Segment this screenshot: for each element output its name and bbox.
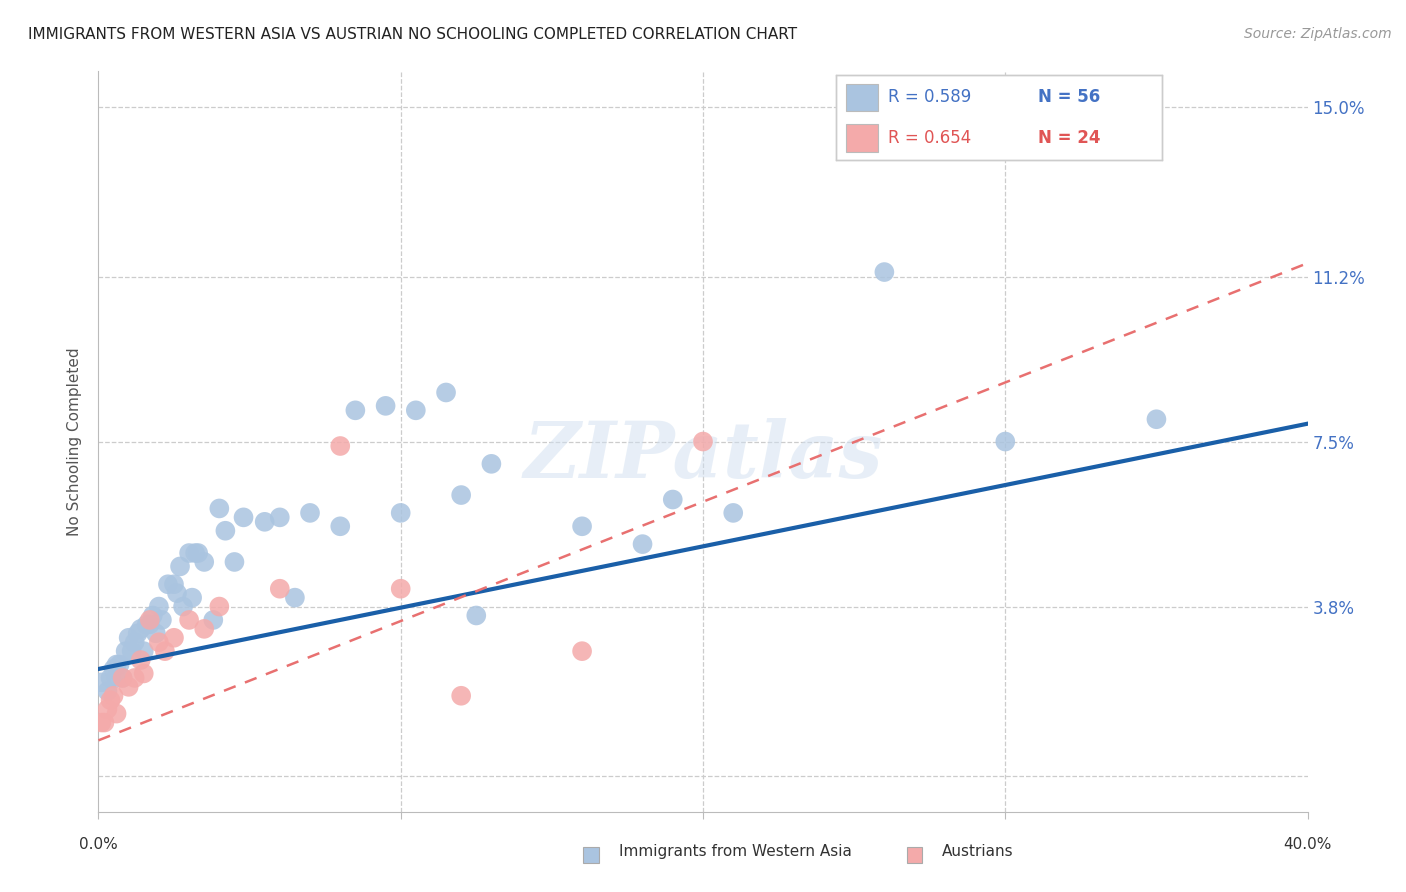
- Point: [96, 702, 118, 716]
- Point: [389, 582, 412, 596]
- Point: [184, 546, 207, 560]
- Point: [208, 599, 231, 614]
- Point: [127, 626, 149, 640]
- Point: [124, 671, 146, 685]
- Point: [465, 608, 488, 623]
- Point: [108, 657, 131, 672]
- Point: [253, 515, 276, 529]
- Point: [202, 613, 225, 627]
- Text: Immigrants from Western Asia: Immigrants from Western Asia: [619, 845, 852, 859]
- Point: [114, 644, 136, 658]
- Point: [156, 577, 179, 591]
- Point: [994, 434, 1017, 449]
- Point: [269, 510, 291, 524]
- Point: [172, 599, 194, 614]
- Point: [405, 403, 427, 417]
- Point: [139, 613, 162, 627]
- Point: [571, 644, 593, 658]
- Point: [132, 644, 155, 658]
- Point: [329, 439, 352, 453]
- Point: [374, 399, 396, 413]
- Point: [129, 653, 152, 667]
- Point: [329, 519, 352, 533]
- Point: [103, 689, 125, 703]
- Point: [153, 644, 176, 658]
- Point: [103, 662, 125, 676]
- Y-axis label: No Schooling Completed: No Schooling Completed: [67, 347, 83, 536]
- Point: [96, 684, 118, 698]
- Point: [181, 591, 204, 605]
- Point: [90, 675, 112, 690]
- Text: ZIPatlas: ZIPatlas: [523, 418, 883, 494]
- Point: [90, 715, 112, 730]
- Point: [121, 644, 143, 658]
- Point: [129, 622, 152, 636]
- Point: [284, 591, 307, 605]
- Point: [111, 671, 134, 685]
- Point: [450, 488, 472, 502]
- Point: [118, 631, 141, 645]
- Point: [163, 631, 186, 645]
- Point: [142, 608, 165, 623]
- Point: [111, 671, 134, 685]
- Point: [571, 519, 593, 533]
- Point: [723, 506, 745, 520]
- Point: [450, 689, 472, 703]
- Point: [344, 403, 367, 417]
- Point: [163, 577, 186, 591]
- Point: [269, 582, 291, 596]
- Point: [148, 599, 170, 614]
- Point: [148, 635, 170, 649]
- Text: 40.0%: 40.0%: [1284, 837, 1331, 852]
- Point: [100, 671, 122, 685]
- Point: [139, 617, 162, 632]
- Point: [224, 555, 246, 569]
- Point: [135, 617, 157, 632]
- Point: [93, 715, 115, 730]
- Point: [389, 506, 412, 520]
- Point: [124, 635, 146, 649]
- Point: [232, 510, 254, 524]
- Point: [873, 265, 896, 279]
- Point: [166, 586, 188, 600]
- Point: [214, 524, 236, 538]
- Point: [105, 657, 128, 672]
- Point: [145, 626, 167, 640]
- Point: [661, 492, 683, 507]
- Point: [481, 457, 503, 471]
- Point: [193, 622, 215, 636]
- Point: [208, 501, 231, 516]
- Point: [631, 537, 654, 551]
- Text: 0.0%: 0.0%: [79, 837, 118, 852]
- Point: [100, 693, 122, 707]
- Point: [150, 613, 173, 627]
- Point: [132, 666, 155, 681]
- Point: [118, 680, 141, 694]
- Point: [179, 613, 201, 627]
- Point: [187, 546, 209, 560]
- Point: [434, 385, 457, 400]
- Text: Source: ZipAtlas.com: Source: ZipAtlas.com: [1244, 27, 1392, 41]
- Point: [193, 555, 215, 569]
- Point: [299, 506, 322, 520]
- Point: [105, 706, 128, 721]
- Point: [692, 434, 714, 449]
- Text: Austrians: Austrians: [942, 845, 1014, 859]
- Point: [1144, 412, 1167, 426]
- Point: [179, 546, 201, 560]
- Point: [105, 671, 128, 685]
- Point: [169, 559, 191, 574]
- Text: IMMIGRANTS FROM WESTERN ASIA VS AUSTRIAN NO SCHOOLING COMPLETED CORRELATION CHAR: IMMIGRANTS FROM WESTERN ASIA VS AUSTRIAN…: [28, 27, 797, 42]
